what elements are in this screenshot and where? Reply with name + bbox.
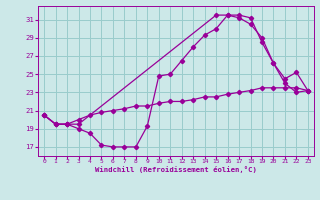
X-axis label: Windchill (Refroidissement éolien,°C): Windchill (Refroidissement éolien,°C) — [95, 166, 257, 173]
